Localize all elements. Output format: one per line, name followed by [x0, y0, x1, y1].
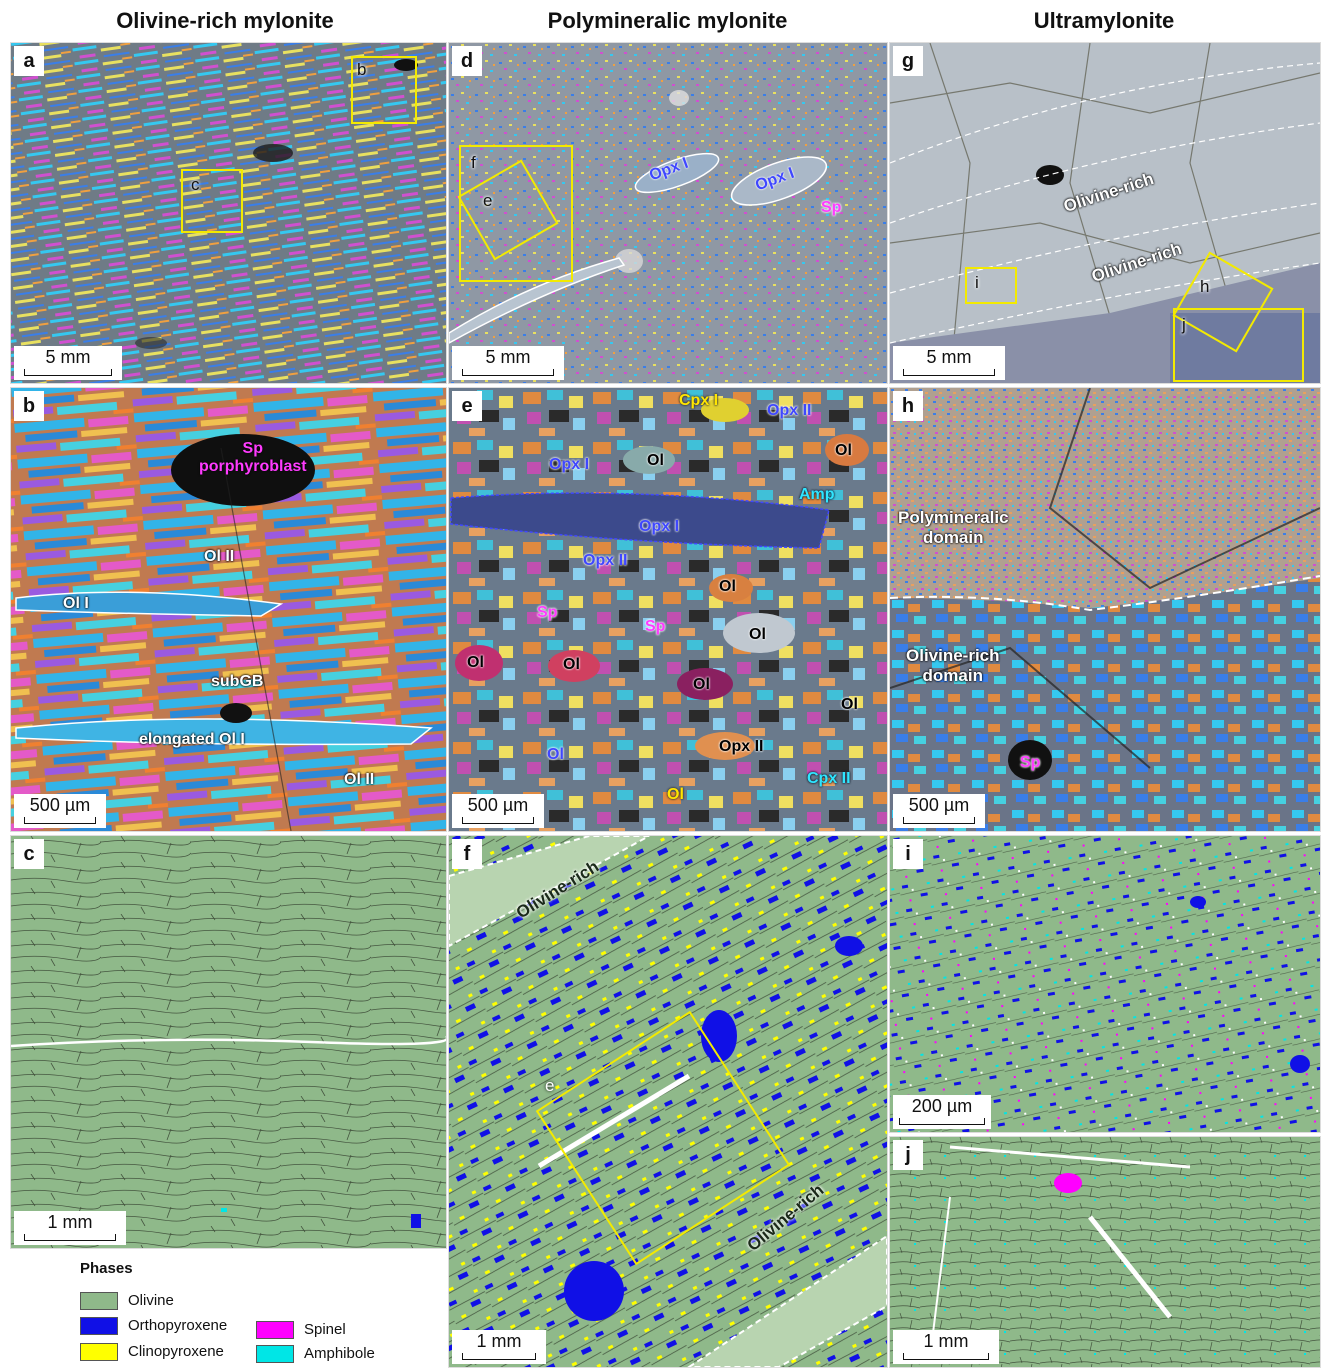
annotation-ol-2: Ol: [835, 442, 852, 459]
panel-i-phase-map: i 200 µm: [889, 835, 1321, 1133]
annotation-ol-ii-bottom: Ol II: [344, 771, 375, 788]
panel-a-micrograph: a b c 5 mm: [10, 42, 447, 384]
panel-c-phase-map: c 1 mm: [10, 835, 447, 1249]
annotation-ol-ii: Ol II: [204, 548, 235, 565]
annotation-ol-6: Ol: [563, 656, 580, 673]
panel-f-image: [449, 836, 887, 1367]
legend-label-spinel: Spinel: [304, 1321, 346, 1338]
column-title-polymineralic-mylonite: Polymineralic mylonite: [547, 8, 788, 33]
legend-swatch-spinel: [256, 1321, 294, 1339]
scale-bar-c: 1 mm: [14, 1211, 126, 1245]
panel-j-phase-map: j 1 mm: [889, 1136, 1321, 1368]
annotation-cpx-i: Cpx I: [679, 392, 719, 409]
annotation-opx-ii-bottom: Ol: [547, 746, 564, 763]
legend-label-clinopyroxene: Clinopyroxene: [128, 1343, 224, 1360]
panel-b-label: b: [14, 391, 44, 421]
annotation-ol-5: Ol: [467, 654, 484, 671]
legend-label-olivine: Olivine: [128, 1292, 174, 1309]
panel-f-phase-map: f e Olivine-rich Olivine-rich 1 mm: [448, 835, 888, 1368]
roi-box-label-f: f: [471, 153, 476, 172]
annotation-opx-i-left: Opx I: [549, 456, 590, 473]
annotation-ol-i: Ol I: [63, 595, 89, 612]
legend-label-orthopyroxene: Orthopyroxene: [128, 1317, 228, 1334]
scale-bar-i: 200 µm: [893, 1095, 991, 1129]
annotation-ol-7: Ol: [693, 676, 710, 693]
scale-bar-d: 5 mm: [452, 346, 564, 380]
roi-box-j: [1173, 308, 1304, 382]
column-title-olivine-rich-mylonite: Olivine-rich mylonite: [116, 8, 334, 33]
annotation-sp-2: Sp: [645, 618, 666, 635]
panel-e-image: [449, 388, 887, 831]
annotation-sp-porphyroblast: Sp porphyroblast: [199, 440, 307, 475]
panel-g-micrograph: g i h j Olivine-rich Olivine-rich 5 mm: [889, 42, 1321, 384]
scale-bar-a: 5 mm: [14, 346, 122, 380]
panel-h-label: h: [893, 391, 923, 421]
scale-bar-b: 500 µm: [14, 794, 106, 828]
annotation-opx-i-center: Opx I: [639, 518, 680, 535]
legend-label-amphibole: Amphibole: [304, 1345, 375, 1362]
legend-swatch-olivine: [80, 1292, 118, 1310]
legend-swatch-amphibole: [256, 1345, 294, 1363]
panel-g-label: g: [893, 46, 923, 76]
roi-box-label-e-in-f: e: [545, 1076, 555, 1095]
roi-box-b: [351, 56, 417, 124]
panel-e-label: e: [452, 391, 482, 421]
annotation-ol-4: Ol: [749, 626, 766, 643]
scale-bar-g: 5 mm: [893, 346, 1005, 380]
annotation-cpx-ii: Ol: [667, 786, 684, 803]
scale-bar-j: 1 mm: [893, 1330, 999, 1364]
annotation-subgb: subGB: [211, 673, 264, 690]
roi-box-label-c: c: [191, 175, 200, 194]
legend-swatch-clinopyroxene: [80, 1343, 118, 1361]
annotation-sp-1: Sp: [537, 604, 558, 621]
annotation-polymineralic-domain: Polymineralic domain: [898, 508, 1009, 547]
panel-h-micrograph: h Polymineralic domain Olivine-rich domain…: [889, 387, 1321, 832]
panel-d-label: d: [452, 46, 482, 76]
annotation-ol-8: Ol: [841, 696, 858, 713]
annotation-ol-1: Ol: [647, 452, 664, 469]
annotation-opx-ii-top: Opx II: [767, 402, 812, 419]
annotation-ol-3: Ol: [719, 578, 736, 595]
roi-box-i: [965, 267, 1017, 304]
roi-box-c: [181, 169, 243, 233]
panel-a-image: [11, 43, 446, 383]
scale-bar-h: 500 µm: [893, 794, 985, 828]
legend-swatch-orthopyroxene: [80, 1317, 118, 1335]
panel-j-label: j: [893, 1140, 923, 1170]
annotation-amp-bottom: Cpx II: [807, 770, 851, 787]
annotation-opx-ii-mid: Opx II: [583, 552, 628, 569]
annotation-amp-top: Amp: [799, 486, 835, 503]
panel-i-image: [890, 836, 1320, 1132]
panel-b-micrograph: b Sp porphyroblast Ol II Ol I subGB elong…: [10, 387, 447, 832]
annotation-ol-9: Opx II: [719, 738, 764, 755]
column-title-ultramylonite: Ultramylonite: [1033, 8, 1175, 33]
panel-g-image: [890, 43, 1320, 383]
annotation-sp: Sp: [821, 199, 842, 216]
panel-d-image: [449, 43, 887, 383]
legend-title: Phases: [80, 1260, 133, 1277]
panel-c-label: c: [14, 839, 44, 869]
phase-legend: Phases Olivine Orthopyroxene Clinopyroxe…: [74, 1255, 434, 1365]
panel-a-label: a: [14, 46, 44, 76]
roi-box-label-j: j: [1182, 315, 1186, 334]
panel-h-image: [890, 388, 1320, 831]
annotation-elongated-ol-i: elongated Ol I: [139, 731, 245, 748]
panel-e-micrograph: e Cpx I Opx II Opx I Ol Ol Amp Opx I Opx…: [448, 387, 888, 832]
scale-bar-e: 500 µm: [452, 794, 544, 828]
annotation-olivine-rich-domain: Olivine-rich domain: [906, 646, 1000, 685]
roi-box-label-h: h: [1200, 277, 1210, 296]
panel-c-image: [11, 836, 446, 1248]
roi-box-label-e: e: [483, 191, 493, 210]
roi-box-label-i: i: [975, 273, 979, 292]
scale-bar-f: 1 mm: [452, 1330, 546, 1364]
panel-b-image: [11, 388, 446, 831]
panel-j-image: [890, 1137, 1320, 1367]
annotation-sp-h: Sp: [1020, 754, 1041, 771]
roi-box-f: [459, 145, 573, 282]
roi-box-label-b: b: [357, 60, 367, 79]
panel-d-micrograph: d f e Opx I Opx I Sp 5 mm: [448, 42, 888, 384]
panel-i-label: i: [893, 839, 923, 869]
panel-f-label: f: [452, 839, 482, 869]
